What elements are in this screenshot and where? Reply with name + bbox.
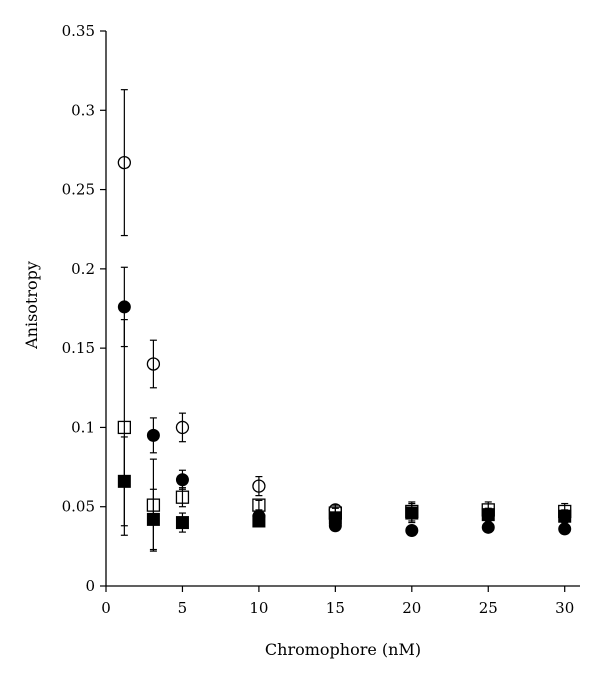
x-axis-ticks: 0 5 10 15 20 25 30	[101, 586, 574, 617]
filled-square-point	[146, 512, 160, 526]
open-square-point	[175, 490, 190, 504]
x-tick-label: 20	[402, 599, 421, 617]
y-axis-ticks: 0 0.05 0.1 0.15 0.2 0.25 0.3 0.35	[62, 22, 106, 595]
filled-circle-point	[481, 520, 495, 534]
filled-square-point	[405, 506, 419, 520]
filled-square-point	[117, 474, 131, 488]
filled-circle-point	[558, 522, 572, 536]
x-tick-label: 0	[101, 599, 111, 617]
x-axis-title: Chromophore (nM)	[265, 640, 421, 659]
open-square-point	[117, 420, 131, 435]
y-tick-label: 0.1	[71, 418, 95, 436]
filled-circle-point	[405, 524, 419, 537]
y-tick-label: 0.3	[71, 101, 95, 119]
plot-area: 0 0.05 0.1 0.15 0.2 0.25 0.3 0.35 0 5 10 15 20 25 30	[62, 22, 580, 617]
filled-square-point	[481, 508, 495, 522]
open-square-point	[252, 498, 266, 512]
filled-square-point	[558, 509, 572, 523]
filled-circle-point	[175, 473, 189, 487]
open-circle-point	[175, 420, 190, 435]
y-tick-label: 0.35	[62, 22, 95, 40]
x-tick-label: 25	[479, 599, 498, 617]
filled-circle-point	[146, 428, 160, 442]
open-circle-point	[252, 479, 266, 493]
open-circle-point	[146, 357, 161, 371]
filled-square-point	[328, 511, 342, 525]
data-markers	[117, 155, 572, 537]
filled-square-point	[252, 514, 266, 528]
x-tick-label: 5	[178, 599, 188, 617]
y-tick-label: 0	[85, 577, 95, 595]
open-circle-point	[117, 155, 131, 170]
open-square-point	[146, 498, 161, 512]
y-axis-title: Anisotropy	[22, 261, 41, 350]
x-tick-label: 10	[249, 599, 268, 617]
filled-square-point	[175, 516, 189, 530]
y-tick-label: 0.15	[62, 339, 95, 357]
y-tick-label: 0.25	[62, 181, 95, 199]
y-tick-label: 0.2	[71, 260, 95, 278]
x-tick-label: 15	[326, 599, 345, 617]
filled-circle-point	[117, 300, 131, 314]
x-tick-label: 30	[555, 599, 574, 617]
y-tick-label: 0.05	[62, 498, 95, 516]
